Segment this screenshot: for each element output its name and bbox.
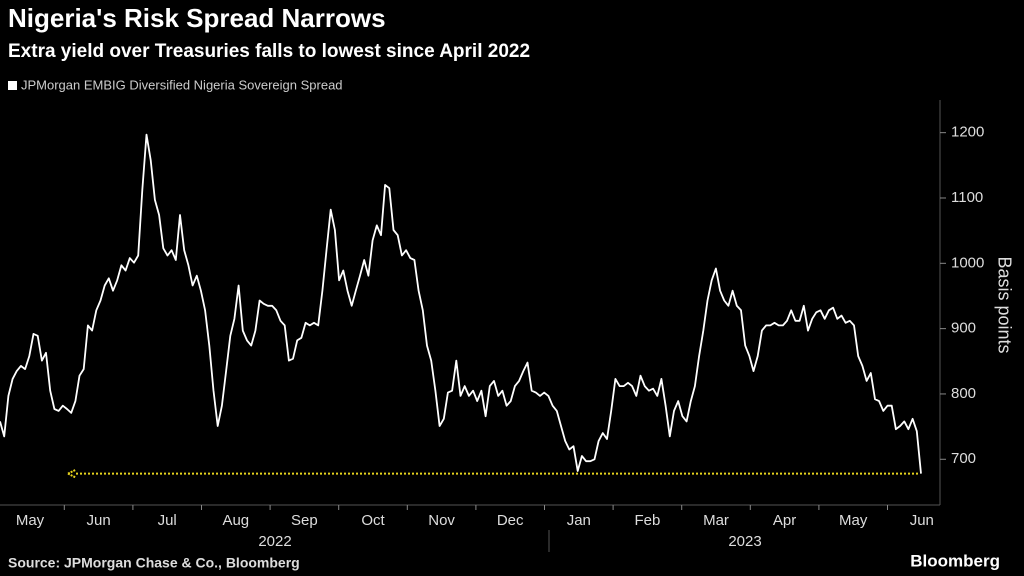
x-tick-label: Jan [567,512,591,529]
y-tick-label: 700 [951,450,976,467]
latest-level-arrow [67,468,77,479]
x-tick-label: Nov [428,512,455,529]
x-tick-label: Jul [158,512,177,529]
chart-title: Nigeria's Risk Spread Narrows [8,3,386,33]
y-tick-label: 1000 [951,254,984,271]
x-tick-label: Sep [291,512,318,529]
x-tick-label: May [839,512,868,529]
x-tick-label: Jun [87,512,111,529]
legend-label: JPMorgan EMBIG Diversified Nigeria Sover… [21,77,343,92]
year-label: 2022 [258,533,291,550]
x-tick-label: Aug [222,512,249,529]
x-tick-label: May [16,512,45,529]
y-tick-label: 1200 [951,124,984,141]
year-label: 2023 [728,533,761,550]
x-tick-label: Mar [703,512,729,529]
legend-swatch [8,81,17,90]
chart-subtitle: Extra yield over Treasuries falls to low… [8,41,530,62]
y-axis-label: Basis points [994,256,1014,353]
logo: Bloomberg [910,551,1000,570]
x-tick-label: Oct [361,512,385,529]
x-tick-label: Feb [634,512,660,529]
series-line [0,133,922,474]
y-tick-label: 800 [951,385,976,402]
y-tick-label: 900 [951,320,976,337]
source: Source: JPMorgan Chase & Co., Bloomberg [8,555,300,571]
x-tick-label: Apr [773,512,796,529]
x-tick-label: Dec [497,512,524,529]
y-tick-label: 1100 [951,189,983,206]
x-tick-label: Jun [910,512,934,529]
